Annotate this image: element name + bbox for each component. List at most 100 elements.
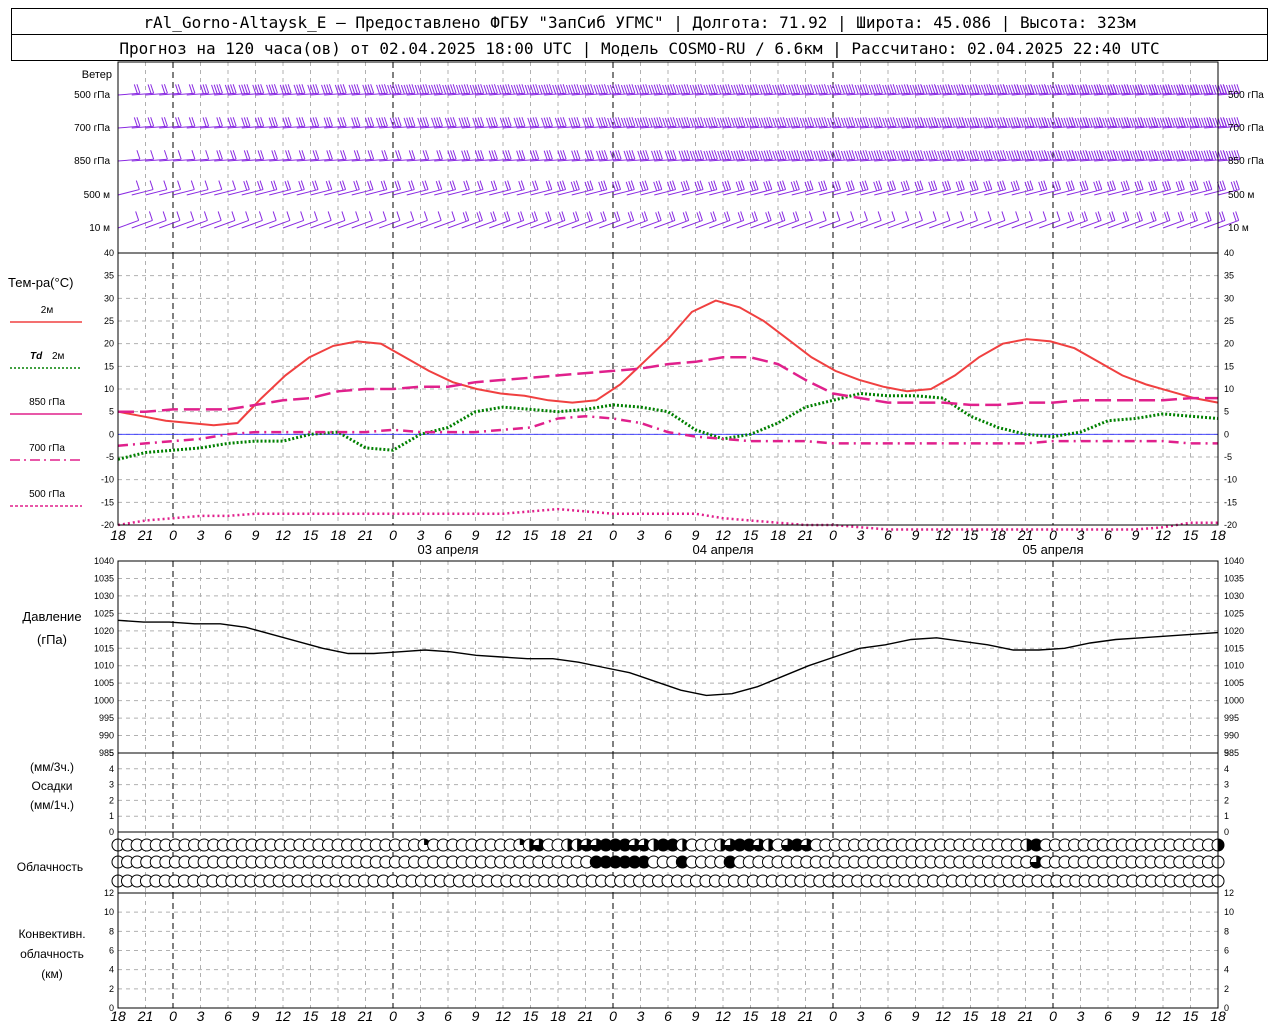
- wind-barb-flag: [914, 181, 919, 192]
- hour-label-bottom: 0: [389, 1008, 397, 1024]
- wind-barb-flag: [790, 181, 795, 192]
- hour-label-bottom: 6: [884, 1008, 892, 1024]
- wind-barb-flag: [243, 117, 248, 127]
- wind-barb: [241, 158, 264, 162]
- wind-barb-flag: [601, 150, 606, 160]
- wind-barb: [365, 125, 388, 129]
- wind-barb: [200, 189, 222, 196]
- wind-barb-flag: [503, 212, 508, 222]
- wind-barb-flag: [765, 212, 770, 222]
- wind-barb: [447, 125, 470, 129]
- wind-barb-flag: [772, 150, 777, 161]
- pressure-tick-left: 995: [99, 713, 114, 723]
- wind-barb-flag: [1198, 84, 1203, 95]
- wind-barb-flag: [493, 180, 498, 190]
- wind-barb: [1052, 219, 1074, 229]
- wind-barb: [585, 158, 608, 162]
- wind-barb: [145, 158, 168, 162]
- wind-barb-flag: [163, 117, 168, 127]
- wind-barb: [544, 158, 567, 162]
- wind-barb-flag: [382, 211, 387, 221]
- hour-label: 21: [137, 527, 154, 543]
- wind-barb-flag: [273, 84, 278, 94]
- wind-barb-flag: [973, 211, 978, 221]
- wind-barb: [956, 189, 979, 196]
- wind-barb-flag: [658, 180, 663, 190]
- wind-barb-flag: [1151, 150, 1156, 160]
- wind-barb-flag: [1168, 118, 1173, 128]
- conv-section-label-2: облачность: [20, 947, 84, 961]
- temp-tick-right: 20: [1224, 339, 1234, 349]
- wind-barb-flag: [934, 118, 939, 128]
- wind-barb-flag: [1063, 150, 1068, 161]
- wind-barb-flag: [975, 85, 980, 95]
- wind-barb-flag: [1052, 117, 1057, 127]
- wind-barb-flag: [447, 117, 452, 127]
- wind-barb: [860, 189, 882, 196]
- conv-tick-right: 0: [1224, 1003, 1229, 1013]
- wind-barb-flag: [926, 84, 931, 95]
- wind-barb: [186, 158, 209, 162]
- pressure-tick-right: 1030: [1224, 591, 1244, 601]
- wind-barb-flag: [1077, 150, 1082, 161]
- wind-barb-flag: [749, 117, 754, 127]
- wind-barb-flag: [821, 84, 826, 94]
- wind-barb-flag: [518, 150, 523, 160]
- wind-barb: [296, 189, 319, 196]
- panel-frame: [117, 252, 1219, 526]
- wind-barb: [379, 125, 402, 129]
- wind-barb: [406, 219, 428, 229]
- wind-barb-flag: [793, 150, 798, 160]
- wind-barb: [640, 219, 662, 229]
- wind-barb-flag: [493, 84, 498, 94]
- wind-barb-flag: [1161, 181, 1166, 192]
- wind-barb: [1149, 219, 1171, 229]
- wind-barb-flag: [670, 84, 675, 94]
- day-label: 05 апреля: [1023, 542, 1084, 557]
- wind-barb: [420, 189, 442, 196]
- wind-barb: [117, 125, 140, 129]
- wind-barb-flag: [868, 150, 873, 161]
- wind-barb-flag: [625, 181, 630, 192]
- wind-barb: [502, 189, 525, 196]
- temperature-panel: [117, 299, 1219, 531]
- wind-barb-flag: [601, 84, 606, 94]
- wind-barb-flag: [905, 211, 910, 221]
- wind-barb-flag: [617, 150, 622, 160]
- wind-barb: [846, 189, 869, 196]
- wind-barb: [1039, 219, 1061, 229]
- wind-barb-flag: [410, 180, 415, 190]
- hour-label-bottom: 0: [829, 1008, 837, 1024]
- wind-barb-flag: [664, 150, 669, 161]
- wind-barb-flag: [740, 211, 745, 221]
- wind-barb-flag: [560, 117, 565, 127]
- wind-barb-flag: [1176, 85, 1181, 95]
- wind-barb-flag: [835, 84, 840, 94]
- wind-barb-flag: [795, 211, 800, 221]
- wind-barb-flag: [202, 117, 207, 127]
- wind-barb-flag: [928, 84, 933, 94]
- wind-barb-flag: [626, 150, 631, 160]
- wind-barb-flag: [975, 150, 980, 160]
- wind-barb: [667, 158, 690, 162]
- wind-barb-flag: [777, 84, 782, 94]
- wind-barb-flag: [832, 117, 837, 127]
- wind-barb-flag: [218, 150, 223, 160]
- wind-barb-flag: [1236, 84, 1241, 94]
- wind-barb-flag: [520, 211, 525, 221]
- cloud-fill: [1030, 856, 1043, 868]
- wind-barb-flag: [727, 84, 732, 94]
- wind-barb-flag: [843, 117, 848, 128]
- hour-label-bottom: 3: [857, 1008, 865, 1024]
- wind-barb-flag: [878, 150, 883, 160]
- wind-barb-flag: [827, 117, 832, 128]
- wind-barb-flag: [559, 181, 564, 191]
- wind-barb: [447, 189, 470, 196]
- wind-barb-flag: [645, 150, 650, 160]
- wind-barb-flag: [1218, 85, 1222, 95]
- wind-barb-flag: [1033, 117, 1038, 128]
- header-box: rAl_Gorno-Altaysk_E – Предоставлено ФГБУ…: [11, 8, 1268, 61]
- hour-label-bottom: 15: [523, 1008, 539, 1024]
- wind-barb: [186, 189, 209, 196]
- wind-barb-flag: [950, 150, 955, 161]
